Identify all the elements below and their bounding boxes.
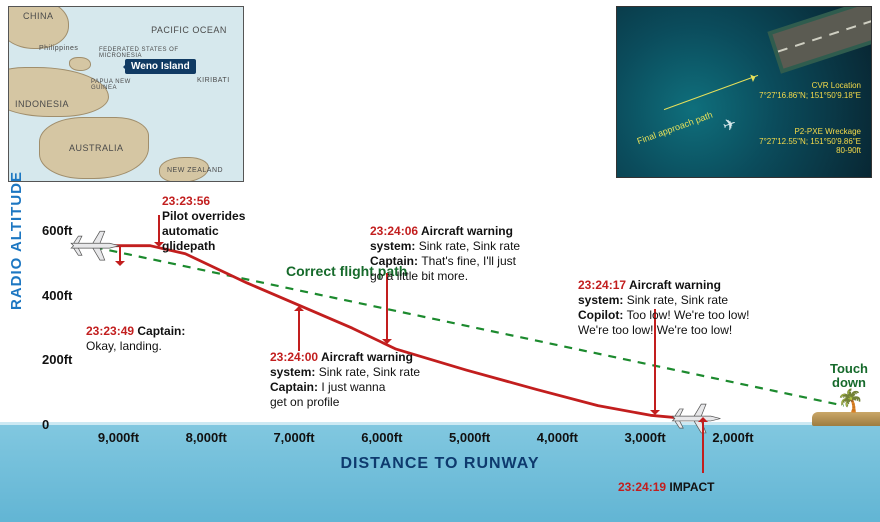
y-axis-title: RADIO ALTITUDE (8, 171, 25, 310)
annotation-a6: 23:24:19 IMPACT (618, 480, 714, 495)
annotation-arrow (158, 215, 160, 244)
x-tick: 9,000ft (98, 430, 139, 445)
annotation-a5: 23:24:17 Aircraft warningsystem: Sink ra… (578, 278, 749, 338)
x-tick: 3,000ft (625, 430, 666, 445)
x-tick: 4,000ft (537, 430, 578, 445)
annotation-a2: 23:23:56Pilot overridesautomaticglidepat… (162, 194, 245, 254)
annotation-arrow (702, 420, 704, 473)
y-tick: 200ft (42, 352, 72, 367)
infographic-canvas: 🌴 CHINA PACIFIC OCEAN INDONESIA AUSTRALI… (0, 0, 880, 522)
x-tick: 8,000ft (186, 430, 227, 445)
annotation-a4: 23:24:06 Aircraft warningsystem: Sink ra… (370, 224, 520, 284)
x-tick: 5,000ft (449, 430, 490, 445)
x-tick: 2,000ft (712, 430, 753, 445)
annotation-a1: 23:23:49 Captain:Okay, landing. (86, 324, 185, 354)
annotation-a3: 23:24:00 Aircraft warningsystem: Sink ra… (270, 350, 420, 410)
annotation-arrow (119, 246, 121, 264)
annotation-arrow (298, 309, 300, 351)
x-axis-title: DISTANCE TO RUNWAY (0, 455, 880, 473)
y-tick: 600ft (42, 223, 72, 238)
x-tick: 6,000ft (361, 430, 402, 445)
x-tick: 7,000ft (273, 430, 314, 445)
y-tick: 400ft (42, 288, 72, 303)
touchdown-label: Touchdown (830, 362, 868, 391)
y-tick: 0 (42, 417, 49, 432)
